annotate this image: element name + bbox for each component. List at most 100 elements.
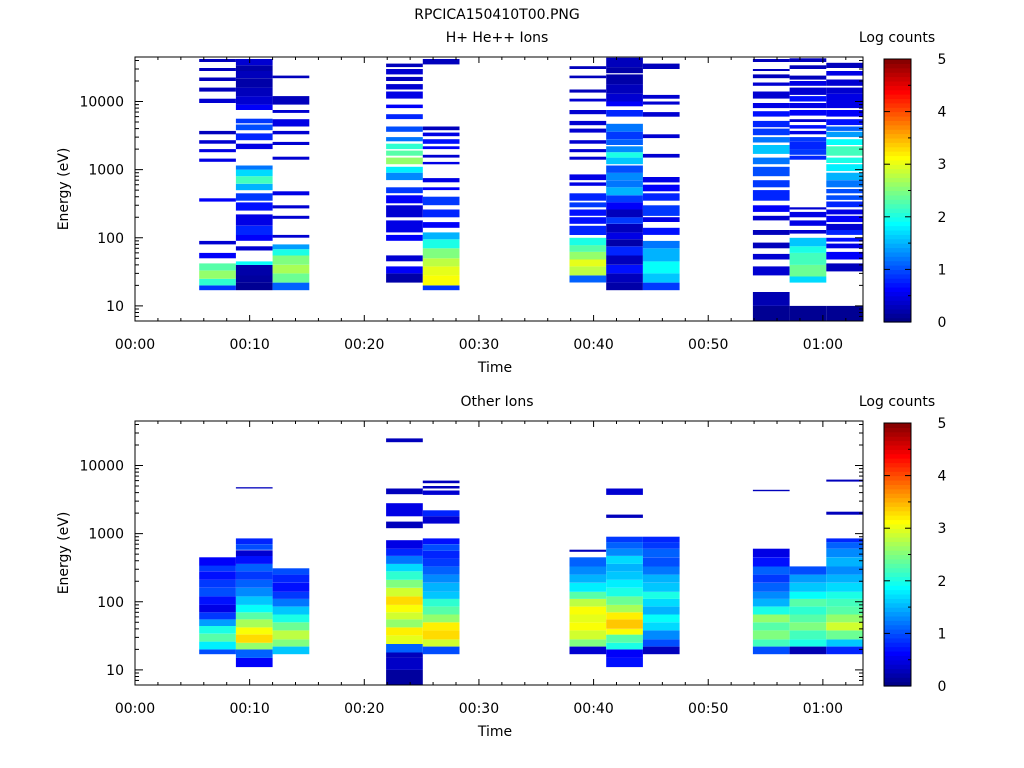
heatmap-cell <box>272 244 310 250</box>
y-tick-label: 10 <box>106 663 124 679</box>
heatmap-cell <box>789 566 827 575</box>
heatmap-cell <box>272 234 310 238</box>
colorbar-segment <box>884 528 911 534</box>
heatmap-cell <box>606 209 643 218</box>
heatmap-cell <box>826 180 863 188</box>
colorbar-segment <box>884 593 911 599</box>
heatmap-cell <box>235 634 273 643</box>
heatmap-cell <box>272 255 310 265</box>
heatmap-cell <box>752 91 790 99</box>
heatmap-cell <box>826 87 863 94</box>
colorbar-label: Log counts <box>859 394 935 410</box>
heatmap-cell <box>199 87 236 92</box>
heatmap-cell <box>642 134 680 139</box>
heatmap-cell <box>826 189 863 194</box>
heatmap-cell <box>789 87 827 95</box>
heatmap-cell <box>642 598 680 607</box>
colorbar-segment <box>884 229 911 235</box>
x-tick-label: 00:50 <box>688 701 728 717</box>
heatmap-cell <box>199 77 236 81</box>
heatmap-cell <box>386 644 423 653</box>
heatmap-cell <box>606 628 643 635</box>
heatmap-cell <box>752 489 790 492</box>
colorbar-segment <box>884 208 911 214</box>
heatmap-cell <box>569 98 607 102</box>
heatmap-cell <box>826 614 863 623</box>
colorbar-segment <box>884 646 911 652</box>
heatmap-cell <box>789 264 827 277</box>
heatmap-cell <box>789 125 827 129</box>
colorbar-segment <box>884 510 911 516</box>
heatmap-cell <box>199 612 236 620</box>
colorbar-segment <box>884 519 911 525</box>
heatmap-cell <box>199 285 236 291</box>
colorbar-tick-label: 5 <box>938 416 947 432</box>
heatmap-cell <box>642 630 680 640</box>
heatmap-cell <box>272 614 310 623</box>
colorbar-segment <box>884 234 911 240</box>
heatmap-cell <box>752 205 790 212</box>
colorbar-segment <box>884 642 911 648</box>
heatmap-cell <box>386 619 423 628</box>
heatmap-cell <box>752 582 790 592</box>
heatmap-cell <box>826 126 863 131</box>
heatmap-cell <box>569 614 607 623</box>
heatmap-cell <box>235 264 273 276</box>
heatmap-cell <box>642 282 680 291</box>
heatmap-cell <box>642 184 680 192</box>
heatmap-cell <box>235 261 273 265</box>
heatmap-cell <box>235 169 273 177</box>
colorbar-segment <box>884 313 911 319</box>
heatmap-cell <box>826 263 863 272</box>
colorbar-segment <box>884 479 911 485</box>
colorbar-segment <box>884 129 911 135</box>
colorbar-segment <box>884 59 911 64</box>
heatmap-cell <box>606 542 643 549</box>
heatmap-cell <box>199 626 236 634</box>
heatmap-cell <box>606 536 643 543</box>
heatmap-cell <box>386 255 423 262</box>
heatmap-cell <box>569 66 607 69</box>
colorbar-segment <box>884 633 911 639</box>
colorbar-segment <box>884 67 911 73</box>
colorbar-segment <box>884 458 911 464</box>
colorbar-segment <box>884 304 911 310</box>
heatmap-cell <box>235 118 273 124</box>
heatmap-cell <box>569 606 607 615</box>
heatmap-cell <box>789 96 827 102</box>
chart-panel-2: 00:00 00:10 00:20 00:30 00:40 00:50 01:0010100… <box>56 394 947 740</box>
heatmap-cell <box>422 510 460 517</box>
heatmap-cell <box>422 582 460 592</box>
x-tick-label: 00:40 <box>573 701 613 717</box>
heatmap-cell <box>752 622 790 631</box>
heatmap-cell <box>569 591 607 599</box>
heatmap-cell <box>422 646 460 655</box>
x-tick-label: 00:10 <box>229 701 269 717</box>
heatmap-cell <box>386 571 423 580</box>
heatmap-cell <box>826 164 863 172</box>
heatmap-cell <box>386 187 423 194</box>
heatmap-cell <box>789 622 827 631</box>
heatmap-cell <box>826 243 863 249</box>
heatmap-cell <box>642 101 680 105</box>
heatmap-cell <box>569 120 607 126</box>
heatmap-cell <box>272 574 310 583</box>
heatmap-cell <box>422 639 460 647</box>
heatmap-cell <box>642 614 680 623</box>
heatmap-cell <box>235 133 273 141</box>
colorbar-segment <box>884 159 911 165</box>
panel-title: Other Ions <box>460 394 533 410</box>
heatmap-cell <box>422 222 460 228</box>
heatmap-cell <box>642 574 680 583</box>
heatmap-cell <box>789 305 827 321</box>
x-axis-label: Time <box>477 360 512 376</box>
colorbar-tick-label: 5 <box>938 52 947 68</box>
colorbar-segment <box>884 523 911 529</box>
colorbar-segment <box>884 475 911 481</box>
heatmap-cell <box>569 149 607 153</box>
heatmap-cell <box>386 503 423 517</box>
heatmap-cell <box>272 205 310 209</box>
heatmap-cell <box>642 606 680 615</box>
heatmap-cell <box>235 59 273 66</box>
colorbar-segment <box>884 203 911 209</box>
